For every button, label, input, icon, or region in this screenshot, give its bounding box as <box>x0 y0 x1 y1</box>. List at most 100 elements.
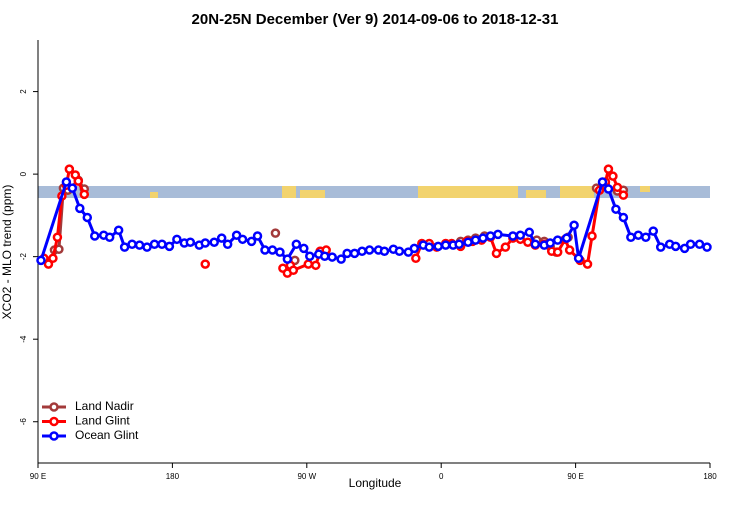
data-point <box>409 243 420 254</box>
data-point <box>530 239 541 250</box>
data-point <box>463 237 473 247</box>
data-point <box>618 190 629 200</box>
data-point <box>267 245 278 255</box>
data-point <box>311 260 321 271</box>
data-point <box>43 259 54 269</box>
data-point <box>670 241 681 252</box>
data-point <box>491 248 502 259</box>
data-point <box>157 239 167 250</box>
data-point <box>440 240 451 250</box>
data-point <box>291 239 302 250</box>
data-point <box>305 251 315 261</box>
data-point <box>299 243 309 254</box>
data-point <box>545 238 555 248</box>
x-tick-label: 90 E <box>30 472 46 481</box>
data-point <box>288 265 299 276</box>
data-point <box>694 239 705 250</box>
data-point <box>493 229 503 240</box>
data-point <box>612 182 623 193</box>
data-point <box>149 239 160 250</box>
data-point <box>75 203 85 214</box>
data-point <box>411 253 421 264</box>
data-point <box>209 237 219 247</box>
data-point <box>127 239 137 250</box>
data-point <box>222 239 233 250</box>
y-tick-label: 2 <box>19 89 28 94</box>
data-point <box>470 235 481 245</box>
data-point <box>485 231 496 241</box>
data-point <box>424 242 435 252</box>
data-point <box>79 189 90 200</box>
data-point <box>327 252 337 262</box>
data-point <box>655 242 666 252</box>
data-point <box>113 225 124 235</box>
data-point <box>523 237 533 247</box>
data-point <box>648 226 659 236</box>
data-point <box>433 241 443 252</box>
x-axis-label: Longitude <box>349 476 402 490</box>
legend-marker <box>49 416 59 427</box>
data-point <box>336 254 346 264</box>
legend-label: Land Nadir <box>75 399 134 413</box>
data-point <box>552 247 563 257</box>
data-point <box>603 184 614 194</box>
data-point <box>142 242 152 252</box>
data-point <box>573 253 584 264</box>
y-tick-label: -6 <box>19 418 28 426</box>
data-point <box>394 246 405 257</box>
x-tick-label: 180 <box>166 472 180 481</box>
data-point <box>641 232 651 243</box>
data-point <box>478 233 488 243</box>
legend-label: Ocean Glint <box>75 428 139 442</box>
data-point <box>67 183 78 193</box>
data-point <box>569 220 579 231</box>
data-point <box>582 259 593 269</box>
data-point <box>357 246 367 257</box>
data-point <box>679 243 690 254</box>
y-tick-label: 0 <box>19 171 28 176</box>
data-point <box>508 231 518 241</box>
y-tick-label: -4 <box>19 335 28 343</box>
data-point <box>515 230 526 240</box>
data-point <box>319 251 330 261</box>
data-point <box>685 239 696 250</box>
data-point <box>61 177 72 187</box>
data-point <box>349 248 360 259</box>
data-point <box>246 236 257 247</box>
data-point <box>82 212 93 223</box>
data-point <box>185 237 196 247</box>
data-point <box>73 176 84 186</box>
data-point <box>282 254 293 264</box>
data-point <box>164 241 175 252</box>
data-point <box>134 240 145 250</box>
data-point <box>89 231 100 241</box>
data-point <box>702 242 712 252</box>
data-point <box>500 242 511 252</box>
data-point <box>611 204 621 214</box>
x-tick-label: 0 <box>439 472 444 481</box>
data-point <box>48 253 58 264</box>
data-point <box>252 231 263 241</box>
data-point <box>608 171 618 181</box>
data-point <box>64 164 75 174</box>
data-point <box>303 259 314 269</box>
data-point <box>626 232 636 243</box>
data-point <box>119 242 130 252</box>
data-point <box>342 248 352 259</box>
data-point <box>172 234 182 245</box>
data-point <box>597 177 608 187</box>
data-point <box>587 231 597 241</box>
data-point <box>564 245 575 255</box>
x-tick-label: 180 <box>703 472 717 481</box>
legend-marker <box>49 402 59 412</box>
data-point <box>454 239 464 250</box>
map-strip <box>38 186 710 198</box>
data-point <box>260 245 270 255</box>
data-point <box>552 235 563 245</box>
data-point <box>364 245 375 255</box>
data-point <box>104 232 115 243</box>
data-point <box>231 230 242 240</box>
data-point <box>561 233 572 243</box>
